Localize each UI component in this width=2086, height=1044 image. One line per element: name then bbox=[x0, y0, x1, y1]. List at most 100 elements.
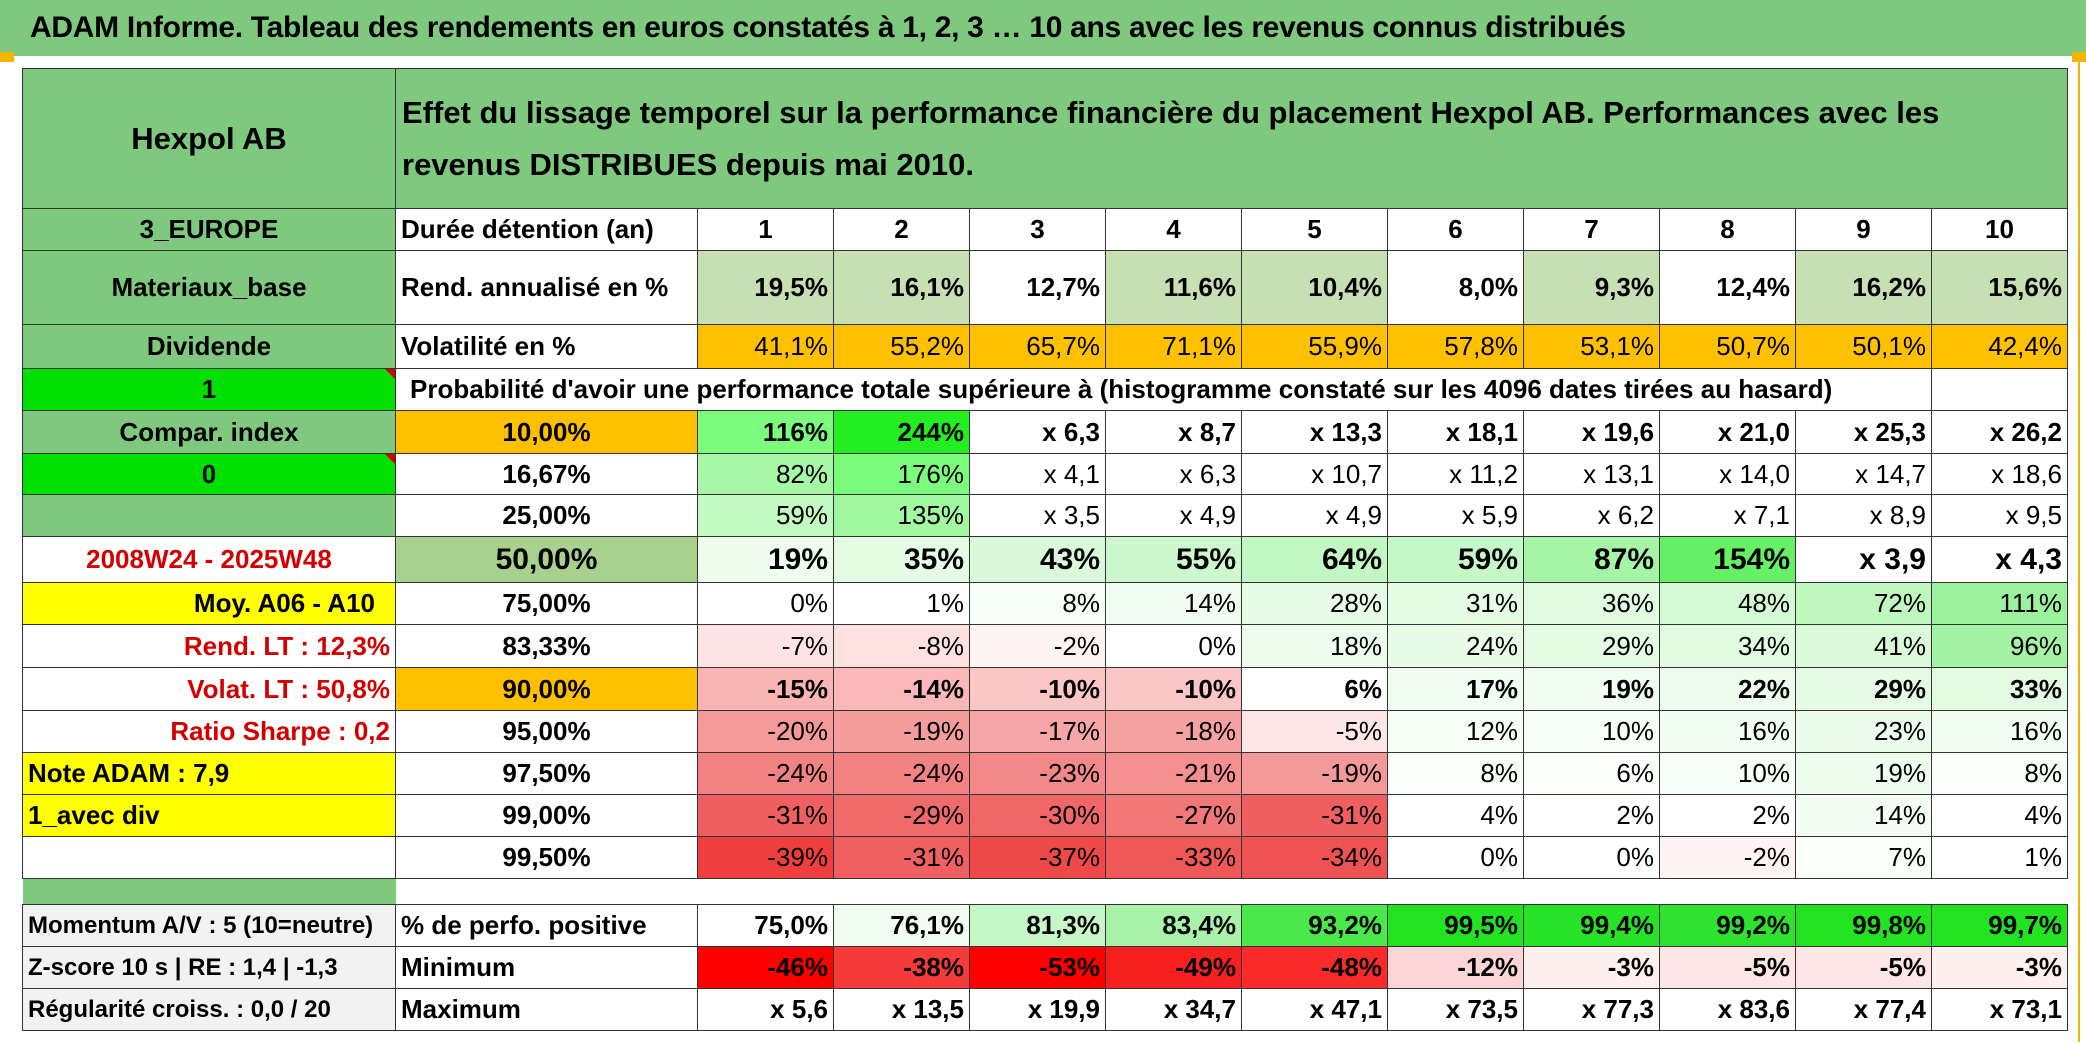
probability-value: 4% bbox=[1387, 794, 1524, 837]
probability-threshold: 95,00% bbox=[395, 710, 698, 753]
probability-value: 18% bbox=[1241, 624, 1388, 668]
regularite-label: Régularité croiss. : 0,0 / 20 bbox=[22, 988, 396, 1031]
probability-value: 12% bbox=[1387, 710, 1524, 753]
probability-value: 8% bbox=[1387, 752, 1524, 795]
probability-value: 10% bbox=[1659, 752, 1796, 795]
positive-cell: 99,5% bbox=[1387, 904, 1524, 947]
probability-value: x 8,7 bbox=[1105, 410, 1242, 454]
probability-value: -31% bbox=[1241, 794, 1388, 837]
probability-value: x 9,5 bbox=[1931, 494, 2068, 537]
probability-value: 8% bbox=[1931, 752, 2068, 795]
probability-value: -31% bbox=[833, 836, 970, 879]
probability-value: 1% bbox=[1931, 836, 2068, 879]
probability-value: -17% bbox=[969, 710, 1106, 753]
vol-cell: 55,2% bbox=[833, 324, 970, 369]
probability-value: x 6,3 bbox=[969, 410, 1106, 454]
probability-threshold: 16,67% bbox=[395, 453, 698, 495]
probability-value: x 26,2 bbox=[1931, 410, 2068, 454]
probability-value: -24% bbox=[833, 752, 970, 795]
probability-value: -24% bbox=[697, 752, 834, 795]
vol-cell: 41,1% bbox=[697, 324, 834, 369]
positive-label: % de perfo. positive bbox=[395, 904, 698, 947]
maximum-cell: x 73,5 bbox=[1387, 988, 1524, 1031]
probability-value: 16% bbox=[1659, 710, 1796, 753]
empty-cell bbox=[1931, 368, 2068, 411]
maximum-cell: x 34,7 bbox=[1105, 988, 1242, 1031]
probability-value: 6% bbox=[1523, 752, 1660, 795]
separator-space bbox=[396, 879, 2068, 905]
probability-value: 41% bbox=[1795, 624, 1932, 668]
rend-cell: 8,0% bbox=[1387, 250, 1524, 325]
probability-value: 87% bbox=[1523, 536, 1660, 583]
probability-value: -20% bbox=[697, 710, 834, 753]
probability-value: -10% bbox=[969, 667, 1106, 711]
blank-green-cell bbox=[22, 494, 396, 537]
note-adam-label: Note ADAM : 7,9 bbox=[22, 752, 396, 795]
maximum-cell: x 47,1 bbox=[1241, 988, 1388, 1031]
probability-value: 35% bbox=[833, 536, 970, 583]
probability-value: x 4,9 bbox=[1241, 494, 1388, 537]
probability-value: x 6,2 bbox=[1523, 494, 1660, 537]
report-banner: ADAM Informe. Tableau des rendements en … bbox=[0, 0, 2086, 56]
probability-threshold: 50,00% bbox=[395, 536, 698, 583]
probability-value: 59% bbox=[697, 494, 834, 537]
period-label: 2008W24 - 2025W48 bbox=[22, 536, 396, 583]
probability-value: 111% bbox=[1931, 582, 2068, 625]
probability-value: x 11,2 bbox=[1387, 453, 1524, 495]
probability-value: 19% bbox=[1523, 667, 1660, 711]
probability-value: x 13,3 bbox=[1241, 410, 1388, 454]
avec-div-label: 1_avec div bbox=[22, 794, 396, 837]
probability-value: 82% bbox=[697, 453, 834, 495]
probability-value: -31% bbox=[697, 794, 834, 837]
year-header-2: 2 bbox=[833, 208, 970, 251]
probability-value: 1% bbox=[833, 582, 970, 625]
positive-cell: 99,8% bbox=[1795, 904, 1932, 947]
minimum-cell: -53% bbox=[969, 946, 1106, 989]
region-label: 3_EUROPE bbox=[22, 208, 396, 251]
probability-value: x 14,0 bbox=[1659, 453, 1796, 495]
probability-value: 22% bbox=[1659, 667, 1796, 711]
company-name: Hexpol AB bbox=[22, 68, 396, 209]
minimum-cell: -3% bbox=[1523, 946, 1660, 989]
probability-value: 4% bbox=[1931, 794, 2068, 837]
probability-value: x 4,1 bbox=[969, 453, 1106, 495]
probability-value: x 14,7 bbox=[1795, 453, 1932, 495]
probability-value: 176% bbox=[833, 453, 970, 495]
positive-cell: 99,7% bbox=[1931, 904, 2068, 947]
year-header-5: 5 bbox=[1241, 208, 1388, 251]
probability-value: 36% bbox=[1523, 582, 1660, 625]
probability-value: -5% bbox=[1241, 710, 1388, 753]
dividend-label: Dividende bbox=[22, 324, 396, 369]
minimum-cell: -38% bbox=[833, 946, 970, 989]
maximum-cell: x 83,6 bbox=[1659, 988, 1796, 1031]
sharpe-label: Ratio Sharpe : 0,2 bbox=[22, 710, 396, 753]
right-border-line bbox=[2078, 52, 2080, 1042]
rend-cell: 12,7% bbox=[969, 250, 1106, 325]
momentum-label: Momentum A/V : 5 (10=neutre) bbox=[22, 904, 396, 947]
probability-value: -33% bbox=[1105, 836, 1242, 879]
vol-label: Volatilité en % bbox=[395, 324, 698, 369]
probability-value: 72% bbox=[1795, 582, 1932, 625]
minimum-cell: -3% bbox=[1931, 946, 2068, 989]
year-header-4: 4 bbox=[1105, 208, 1242, 251]
maximum-cell: x 13,5 bbox=[833, 988, 970, 1031]
year-header-6: 6 bbox=[1387, 208, 1524, 251]
probability-value: x 3,5 bbox=[969, 494, 1106, 537]
probability-value: 17% bbox=[1387, 667, 1524, 711]
compar-index-label: Compar. index bbox=[22, 410, 396, 454]
vol-cell: 50,1% bbox=[1795, 324, 1932, 369]
probability-value: -14% bbox=[833, 667, 970, 711]
probability-value: 43% bbox=[969, 536, 1106, 583]
probability-value: 135% bbox=[833, 494, 970, 537]
minimum-cell: -5% bbox=[1795, 946, 1932, 989]
probability-value: 33% bbox=[1931, 667, 2068, 711]
probability-value: 6% bbox=[1241, 667, 1388, 711]
probability-value: x 5,9 bbox=[1387, 494, 1524, 537]
volat-lt-label: Volat. LT : 50,8% bbox=[22, 667, 396, 711]
probability-threshold: 97,50% bbox=[395, 752, 698, 795]
probability-value: 23% bbox=[1795, 710, 1932, 753]
probability-value: x 6,3 bbox=[1105, 453, 1242, 495]
minimum-cell: -48% bbox=[1241, 946, 1388, 989]
probability-threshold: 99,00% bbox=[395, 794, 698, 837]
year-header-10: 10 bbox=[1931, 208, 2068, 251]
